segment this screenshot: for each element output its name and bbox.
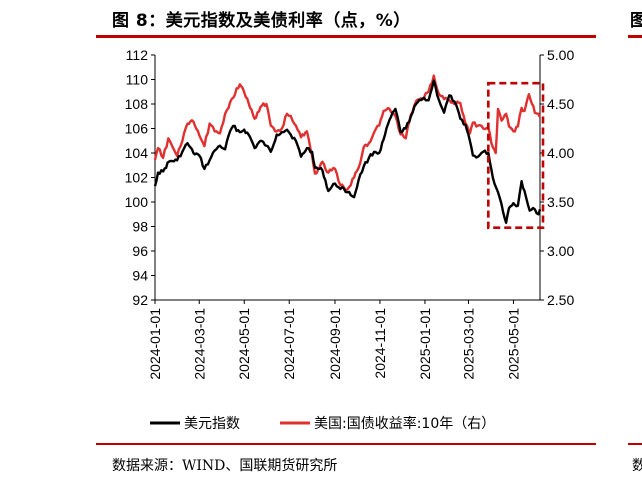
legend-label-us10y: 美国:国债收益率:10年（右） [314,415,495,432]
x-axis-tick-label: 2024-01-01 [147,308,163,380]
chart-series [153,74,542,224]
x-axis-tick-label: 2024-05-01 [236,308,252,380]
data-source: 数据来源：WIND、国联期货研究所 [112,458,338,474]
source-divider [96,443,596,445]
usd-index-line [153,79,542,224]
right-axis-tick-label: 5.00 [547,47,574,63]
left-axis-tick-label: 102 [125,170,149,186]
left-axis-tick-label: 108 [125,96,149,112]
x-axis-tick-label: 2025-01-01 [417,308,433,380]
highlight-dashed-box [487,81,545,230]
left-axis-tick-label: 112 [126,47,149,63]
left-axis-tick-label: 110 [126,72,149,88]
chart-axes: 92 94 96 98 100 102 104 106 108 110 112 2.50 3.00 3.5… [125,47,575,380]
x-axis-tick-label: 2025-03-01 [460,308,476,380]
right-axis-tick-label: 3.00 [547,243,574,259]
left-axis-tick-label: 92 [132,292,148,308]
left-axis-tick-label: 106 [125,121,149,137]
left-axis-tick-label: 96 [132,243,148,259]
chart-annotations [487,81,545,230]
x-axis-tick-label: 2024-03-01 [191,308,207,380]
x-axis-tick-label: 2025-05-01 [505,308,521,380]
figure-title: 图 8：美元指数及美债利率（点，%） [112,11,411,31]
left-axis-tick-label: 100 [125,194,149,210]
legend-label-usd-index: 美元指数 [184,416,240,432]
x-axis-tick-label: 2024-09-01 [327,308,343,380]
left-axis-tick-label: 98 [132,219,148,235]
right-axis-tick-label: 4.50 [547,96,574,112]
next-figure-divider [628,35,642,38]
next-figure-source-fragment: 数 [632,458,642,474]
x-axis-tick-label: 2024-07-01 [281,308,297,380]
right-axis-tick-label: 4.00 [547,145,574,161]
right-axis-tick-label: 3.50 [547,194,574,210]
x-axis-tick-label: 2024-11-01 [372,308,388,379]
title-divider [96,35,596,38]
left-axis-tick-label: 94 [132,268,148,284]
next-figure-title-fragment: 图 [630,11,642,31]
chart-legend: 美元指数 美国:国债收益率:10年（右） [150,415,495,432]
us10y-yield-line [153,74,542,192]
next-figure-source-divider [628,443,642,445]
right-axis-tick-label: 2.50 [547,292,574,308]
left-axis-tick-label: 104 [125,145,149,161]
